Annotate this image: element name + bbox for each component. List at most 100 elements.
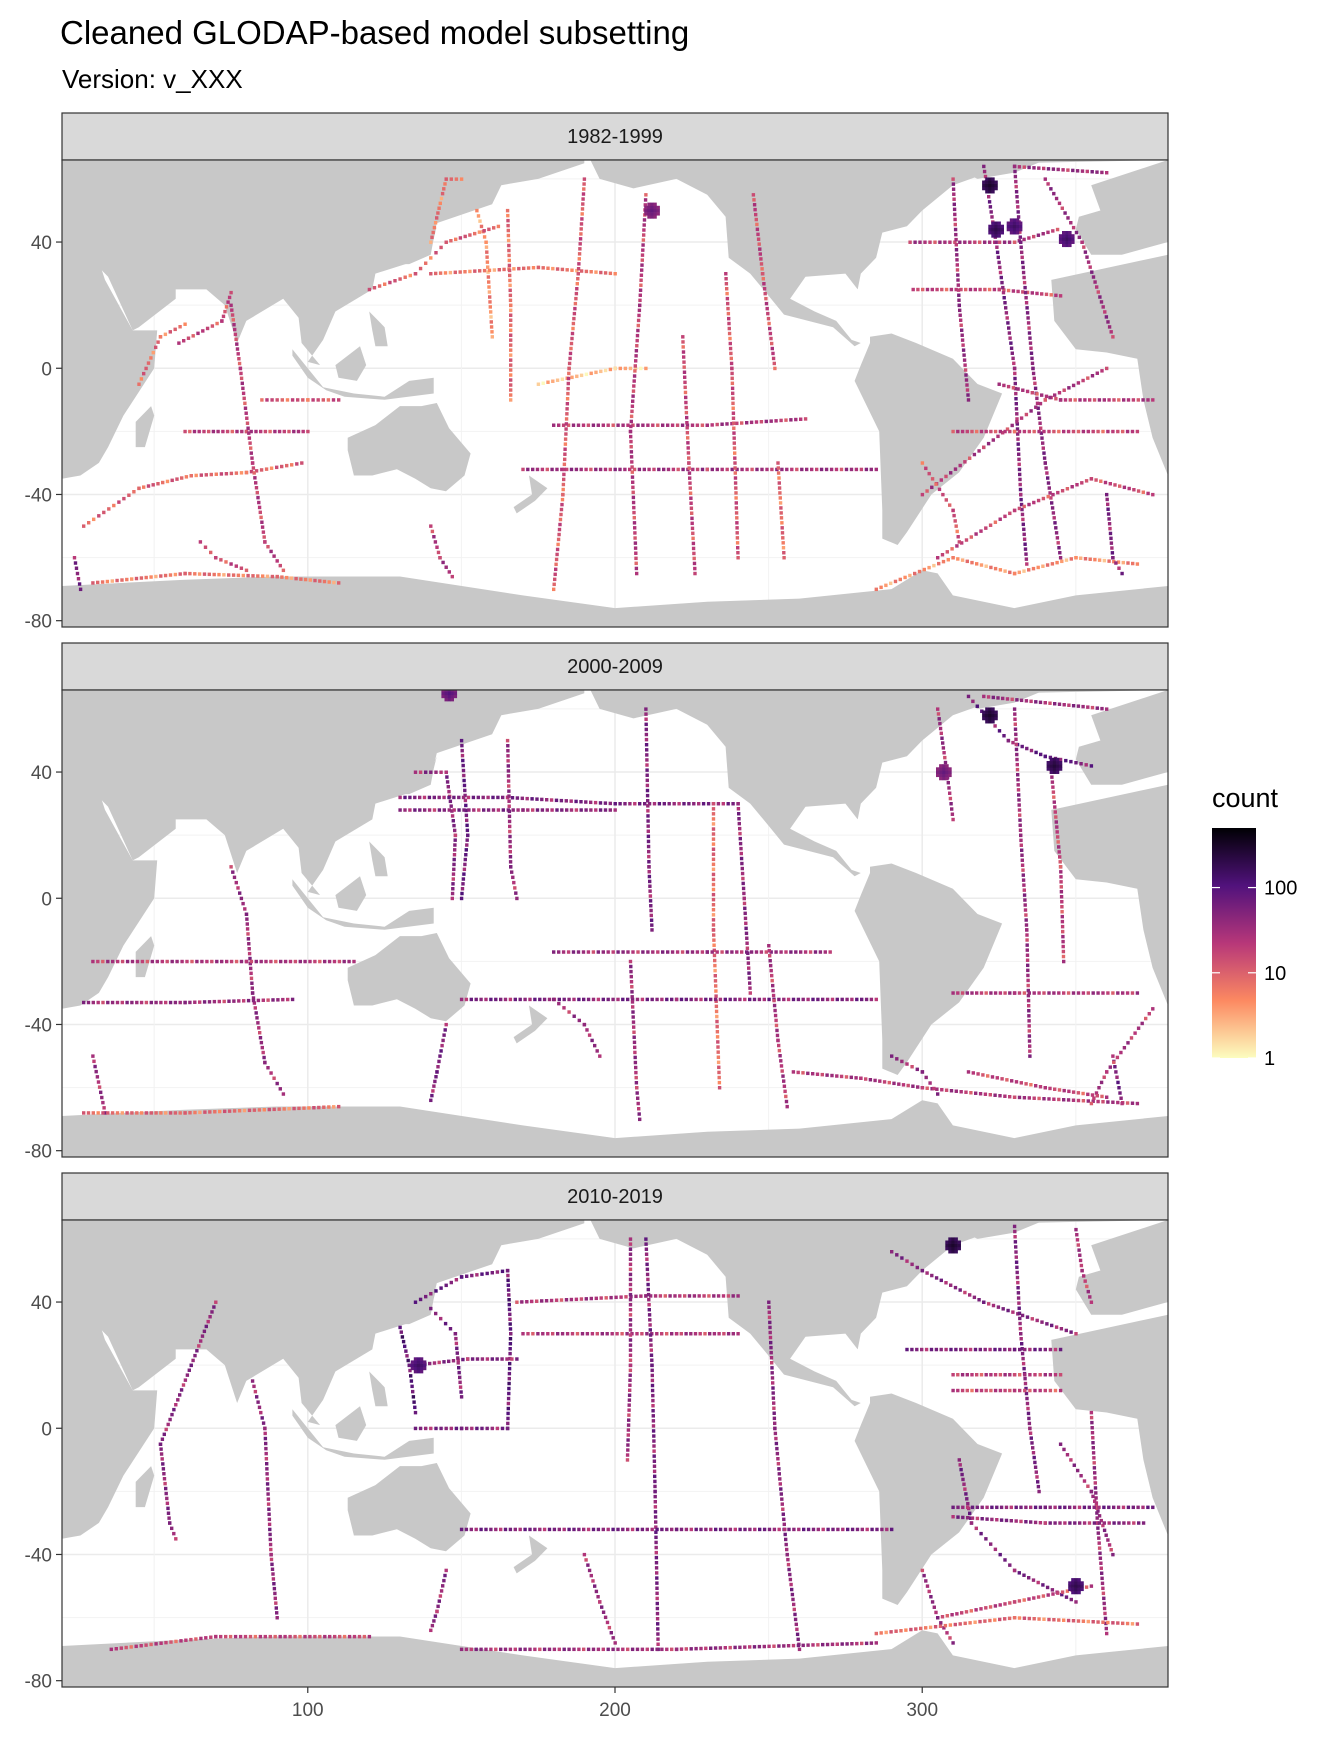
count-cell: [649, 1348, 653, 1352]
count-cell: [650, 1373, 654, 1378]
count-cell: [714, 994, 718, 998]
count-cell: [595, 1332, 599, 1336]
count-cell: [165, 1501, 170, 1506]
count-cell: [687, 466, 691, 470]
land-layer: [62, 1220, 1168, 1687]
count-cell: [932, 1086, 936, 1091]
count-cell: [789, 950, 793, 954]
count-cell: [644, 1242, 648, 1246]
count-cell: [434, 271, 438, 276]
count-cell: [636, 950, 640, 954]
count-cell: [552, 997, 556, 1002]
count-cell: [740, 421, 744, 425]
count-cell: [437, 1360, 441, 1365]
count-cell: [1023, 290, 1028, 295]
count-cell: [1051, 1592, 1055, 1596]
count-cell: [951, 556, 955, 560]
count-cell: [724, 282, 729, 286]
count-cell: [762, 287, 767, 291]
count-cell: [1021, 270, 1026, 275]
count-cell: [771, 351, 775, 356]
count-cell: [570, 336, 574, 341]
count-cell: [1020, 255, 1024, 260]
count-cell: [1008, 991, 1012, 995]
count-cell: [731, 416, 736, 420]
count-cell: [1058, 865, 1063, 869]
count-cell: [207, 1000, 212, 1004]
count-cell: [1015, 412, 1019, 416]
count-cell: [961, 1515, 965, 1520]
count-cell: [956, 273, 960, 277]
count-cell: [429, 1628, 433, 1633]
count-cell: [450, 694, 454, 699]
count-cell: [651, 423, 655, 427]
count-cell: [134, 576, 139, 581]
count-cell: [615, 1332, 619, 1336]
count-cell: [723, 997, 727, 1002]
count-cell: [1020, 1351, 1025, 1356]
count-cell: [738, 997, 742, 1002]
count-cell: [924, 1075, 928, 1080]
count-cell: [1076, 429, 1081, 434]
count-cell: [1024, 552, 1028, 556]
observation-track: [1058, 1442, 1115, 1557]
count-cell: [960, 328, 964, 332]
count-cell: [506, 749, 510, 753]
count-cell: [628, 1242, 633, 1246]
count-cell: [732, 436, 736, 440]
count-cell: [1127, 1521, 1131, 1525]
count-cell: [1113, 483, 1117, 487]
observation-track: [751, 193, 777, 371]
count-cell: [579, 269, 584, 273]
count-cell: [1025, 1401, 1030, 1406]
count-cell: [957, 1243, 961, 1248]
count-cell: [1064, 1328, 1068, 1333]
count-cell: [665, 1332, 669, 1336]
count-cell: [1009, 341, 1013, 345]
count-cell: [566, 386, 570, 391]
count-cell: [769, 968, 773, 973]
count-cell: [636, 318, 641, 323]
count-cell: [650, 208, 654, 213]
count-cell: [569, 467, 574, 472]
count-cell: [1098, 1556, 1103, 1560]
count-cell: [418, 808, 422, 812]
count-cell: [987, 195, 991, 199]
count-cell: [655, 1601, 659, 1606]
count-cell: [645, 763, 649, 767]
land-north-america: [590, 160, 1168, 347]
count-cell: [1017, 1311, 1022, 1316]
count-cell: [1015, 757, 1019, 762]
count-cell: [1077, 1505, 1082, 1510]
count-cell: [484, 1527, 488, 1532]
count-cell: [91, 1111, 95, 1115]
count-cell: [503, 997, 508, 1002]
count-cell: [430, 1623, 435, 1628]
count-cell: [973, 240, 977, 244]
count-cell: [1020, 512, 1025, 517]
count-cell: [906, 1083, 910, 1088]
y-tick-label: 0: [41, 1419, 52, 1440]
count-cell: [744, 921, 748, 926]
count-cell: [432, 1361, 437, 1365]
count-cell: [507, 1366, 512, 1371]
count-cell: [640, 258, 644, 262]
count-cell: [801, 1643, 805, 1648]
count-cell: [952, 197, 956, 201]
count-cell: [508, 839, 512, 844]
count-cell: [168, 1521, 172, 1525]
count-cell: [849, 1075, 853, 1080]
count-cell: [289, 576, 294, 580]
count-cell: [1068, 1581, 1072, 1585]
count-cell: [1112, 559, 1116, 564]
count-cell: [629, 439, 633, 444]
count-cell: [650, 1527, 654, 1532]
count-cell: [507, 1302, 511, 1307]
count-cell: [294, 576, 298, 581]
count-cell: [1069, 759, 1073, 764]
count-cell: [237, 357, 241, 361]
count-cell: [1096, 429, 1100, 434]
count-cell: [639, 1294, 643, 1298]
count-cell: [1023, 285, 1027, 290]
count-cell: [710, 467, 714, 472]
